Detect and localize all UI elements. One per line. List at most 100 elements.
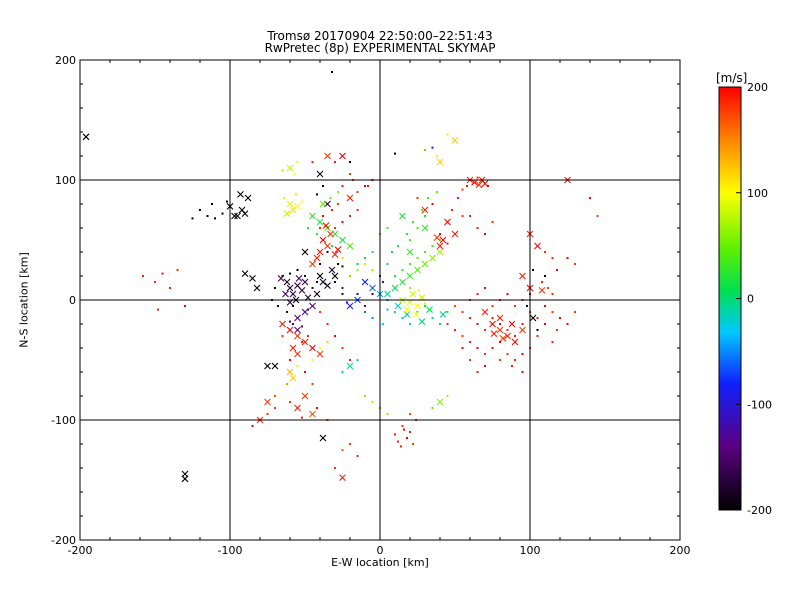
scatter-point-dot [356, 359, 359, 361]
scatter-point-cross [309, 260, 316, 268]
scatter-point-dot [226, 200, 228, 203]
scatter-point-cross [289, 374, 297, 382]
scatter-point-dot [461, 311, 464, 313]
scatter-point-dot [521, 371, 524, 373]
y-tick-label: 0 [69, 294, 76, 307]
scatter-point-dot [349, 173, 351, 175]
scatter-point-cross [436, 248, 444, 256]
scatter-point-dot [574, 311, 576, 313]
scatter-point-dot [418, 289, 420, 292]
scatter-point-cross [324, 242, 331, 250]
scatter-point-dot [346, 301, 348, 304]
scatter-point-cross [301, 248, 309, 256]
scatter-point-cross [496, 326, 504, 334]
scatter-point-cross [324, 152, 331, 160]
scatter-point-dot [157, 308, 159, 311]
scatter-point-dot [341, 293, 344, 295]
scatter-point-cross [237, 191, 244, 198]
scatter-point-dot [424, 302, 426, 305]
scatter-point-dot [536, 335, 539, 337]
scatter-point-cross [439, 311, 447, 318]
scatter-point-cross [426, 306, 433, 313]
scatter-point-dot [334, 281, 336, 283]
y-tick-label: 200 [55, 54, 76, 67]
scatter-point-cross [234, 212, 241, 220]
scatter-point-cross [301, 308, 309, 316]
scatter-point-cross [294, 404, 301, 412]
scatter-point-cross [309, 302, 316, 310]
scatter-point-dot [301, 416, 303, 419]
scatter-point-dot [451, 209, 453, 211]
scatter-point-cross [294, 332, 301, 340]
scatter-point-dot [469, 359, 471, 361]
scatter-point-dot [394, 433, 396, 436]
scatter-point-dot [349, 275, 351, 277]
scatter-point-dot [274, 407, 276, 409]
scatter-point-cross [421, 260, 429, 268]
scatter-point-cross [313, 290, 321, 298]
scatter-point-dot [431, 203, 434, 205]
scatter-point-cross [403, 311, 411, 318]
scatter-point-cross [418, 318, 426, 325]
scatter-point-dot [334, 335, 336, 337]
scatter-point-cross [309, 344, 316, 352]
scatter-point-dot [319, 347, 321, 349]
scatter-point-dot [544, 323, 546, 325]
scatter-point-cross [414, 302, 421, 310]
scatter-point-dot [301, 200, 303, 203]
scatter-point-cross [286, 284, 294, 292]
x-tick-label: 100 [520, 544, 541, 557]
scatter-point-cross [316, 248, 324, 256]
scatter-point-dot [476, 347, 479, 349]
scatter-point-dot [536, 329, 539, 331]
scatter-point-dot [322, 215, 324, 217]
scatter-point-dot [341, 185, 344, 187]
scatter-point-dot [364, 311, 366, 313]
scatter-point-dot [367, 185, 369, 187]
scatter-point-cross [289, 206, 297, 214]
scatter-point-dot [296, 269, 299, 271]
x-tick-label: 0 [377, 544, 384, 557]
scatter-point-dot [334, 467, 336, 469]
scatter-point-dot [547, 287, 549, 289]
scatter-point-dot [551, 293, 554, 295]
scatter-point-cross [489, 320, 496, 328]
scatter-point-dot [289, 401, 291, 403]
colorbar-ticks: 200 100 0 -100 -200 [736, 81, 772, 517]
scatter-point-dot [551, 311, 554, 313]
scatter-point-dot [424, 149, 426, 151]
scatter-point-cross [519, 326, 526, 334]
scatter-point-dot [356, 455, 359, 457]
colorbar-unit: [m/s] [716, 71, 748, 85]
scatter-point-dot [311, 287, 314, 289]
scatter-point-cross [301, 392, 309, 400]
scatter-point-dot [326, 341, 329, 343]
scatter-point-dot [266, 413, 269, 415]
scatter-point-dot [316, 193, 318, 196]
scatter-point-dot [371, 251, 374, 253]
scatter-point-dot [476, 323, 479, 325]
scatter-point-dot [484, 329, 486, 331]
scatter-point-dot [371, 401, 374, 403]
scatter-point-dot [316, 233, 318, 235]
scatter-point-dot [416, 311, 419, 313]
scatter-point-dot [431, 317, 434, 319]
scatter-point-dot [283, 197, 285, 199]
y-tick-label: -100 [51, 414, 76, 427]
scatter-point-dot [199, 209, 201, 211]
scatter-point-dot [316, 281, 318, 283]
scatter-point-dot [176, 269, 179, 271]
scatter-point-dot [386, 413, 389, 415]
scatter-point-dot [304, 275, 306, 277]
scatter-point-dot [424, 215, 426, 217]
scatter-point-dot [499, 359, 501, 361]
scatter-point-dot [397, 440, 399, 443]
scatter-point-dot [506, 329, 509, 331]
scatter-point-dot [401, 425, 404, 427]
scatter-point-cross [322, 222, 330, 229]
scatter-point-dot [521, 353, 524, 355]
scatter-point-cross [508, 320, 516, 328]
scatter-point-dot [386, 227, 389, 229]
scatter-point-dot [469, 341, 471, 343]
scatter-point-dot [341, 257, 344, 259]
